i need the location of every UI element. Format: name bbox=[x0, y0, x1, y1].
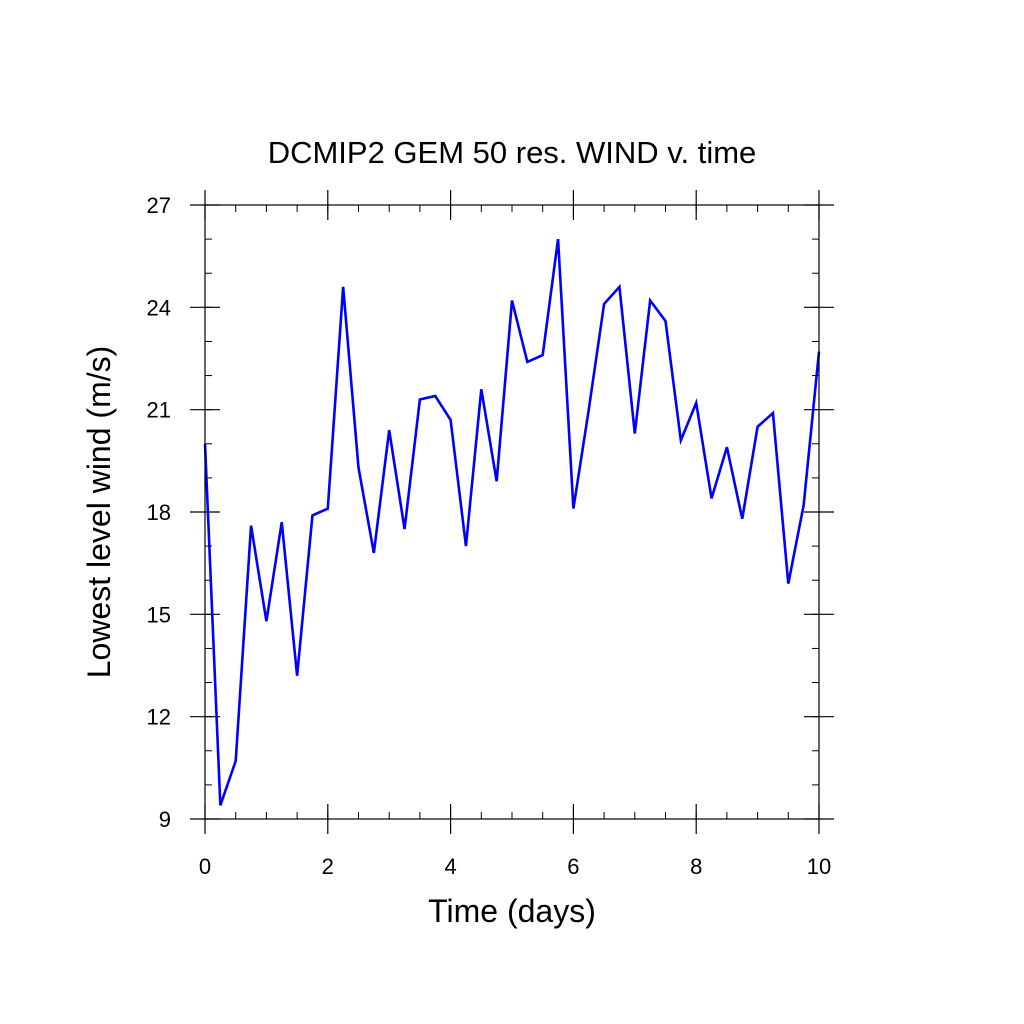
y-tick-label: 12 bbox=[147, 705, 171, 730]
series-line bbox=[203, 238, 821, 806]
series-group bbox=[203, 238, 821, 806]
y-tick-label: 9 bbox=[159, 807, 171, 832]
y-tick-label: 21 bbox=[147, 398, 171, 423]
x-tick-label: 8 bbox=[690, 854, 702, 879]
x-tick-label: 2 bbox=[322, 854, 334, 879]
y-tick-label: 27 bbox=[147, 193, 171, 218]
plot-frame bbox=[204, 204, 820, 820]
major-ticks bbox=[190, 190, 834, 834]
y-tick-label: 15 bbox=[147, 602, 171, 627]
x-tick-label: 4 bbox=[444, 854, 456, 879]
x-axis-title: Time (days) bbox=[428, 893, 596, 929]
x-tick-label: 0 bbox=[199, 854, 211, 879]
y-tick-label: 24 bbox=[147, 295, 171, 320]
chart-title: DCMIP2 GEM 50 res. WIND v. time bbox=[268, 135, 757, 170]
x-tick-label: 6 bbox=[567, 854, 579, 879]
minor-ticks bbox=[204, 204, 820, 820]
y-axis-title: Lowest level wind (m/s) bbox=[81, 346, 117, 679]
x-tick-label: 10 bbox=[807, 854, 831, 879]
y-tick-label: 18 bbox=[147, 500, 171, 525]
